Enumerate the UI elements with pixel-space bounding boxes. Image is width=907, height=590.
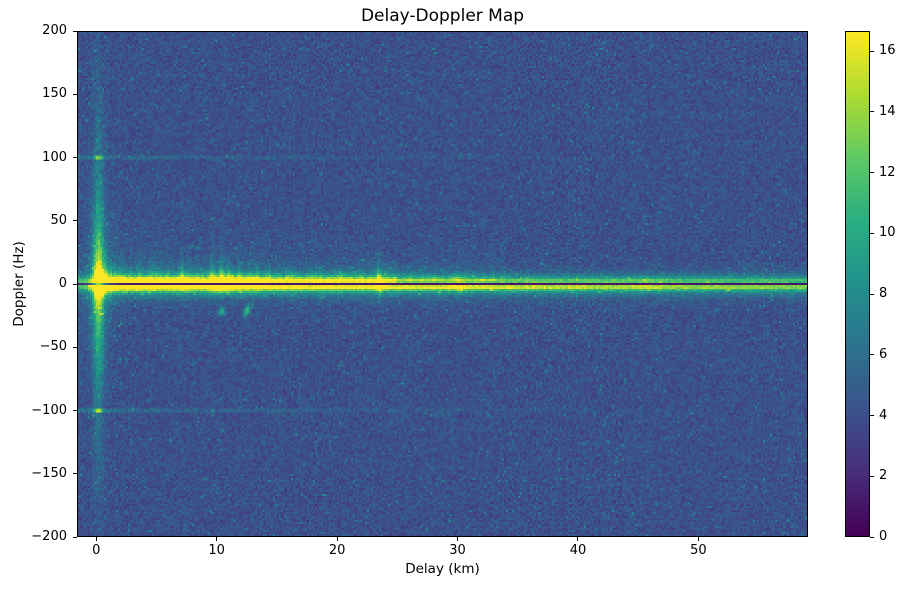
x-axis-label: Delay (km)	[405, 561, 480, 577]
x-tick-label: 0	[92, 543, 101, 558]
y-tick-mark	[73, 93, 77, 95]
colorbar-tick-label: 10	[879, 225, 896, 241]
colorbar-tick-mark	[870, 232, 874, 234]
x-tick-mark	[697, 537, 699, 541]
plot-area	[77, 31, 808, 537]
chart-title: Delay-Doppler Map	[360, 6, 525, 26]
colorbar-tick-mark	[870, 293, 874, 295]
y-tick-label: 200	[42, 23, 67, 38]
x-tick-mark	[577, 537, 579, 541]
y-tick-mark	[73, 410, 77, 411]
y-tick-mark	[73, 473, 77, 475]
colorbar-tick-label: 4	[879, 407, 888, 423]
colorbar-tick-mark	[870, 536, 874, 538]
colorbar	[845, 31, 870, 537]
colorbar-tick-label: 16	[879, 43, 896, 59]
colorbar-tick-mark	[870, 475, 874, 477]
colorbar-tick-mark	[870, 415, 874, 416]
colorbar-tick-label: 8	[879, 286, 888, 302]
y-tick-label: 0	[58, 276, 67, 291]
colorbar-gradient	[846, 32, 869, 536]
y-tick-mark	[73, 157, 77, 158]
y-tick-label: −50	[39, 339, 67, 355]
y-tick-mark	[73, 220, 77, 222]
y-tick-mark	[73, 283, 77, 285]
y-tick-label: 100	[42, 149, 67, 165]
y-tick-mark	[73, 30, 77, 32]
colorbar-tick-label: 0	[879, 529, 888, 544]
colorbar-tick-label: 2	[879, 468, 888, 484]
x-tick-mark	[95, 537, 97, 541]
x-tick-label: 30	[449, 543, 466, 558]
colorbar-tick-mark	[870, 111, 874, 113]
x-tick-label: 10	[208, 543, 225, 558]
y-tick-label: 150	[42, 86, 67, 102]
y-tick-label: −150	[31, 465, 67, 481]
delay-doppler-heatmap	[78, 32, 807, 536]
x-tick-label: 50	[690, 543, 707, 558]
colorbar-tick-label: 14	[879, 103, 896, 119]
colorbar-tick-mark	[870, 50, 874, 52]
x-tick-label: 20	[328, 543, 346, 558]
colorbar-tick-mark	[870, 354, 874, 356]
x-tick-mark	[336, 537, 338, 541]
x-tick-mark	[216, 537, 218, 541]
colorbar-tick-label: 6	[879, 346, 888, 362]
y-tick-mark	[73, 346, 77, 348]
y-tick-mark	[73, 536, 77, 538]
y-tick-label: −200	[31, 529, 67, 544]
colorbar-tick-mark	[870, 172, 874, 174]
colorbar-tick-label: 12	[879, 164, 896, 180]
y-tick-label: 50	[50, 212, 67, 228]
x-tick-mark	[457, 537, 459, 541]
x-tick-label: 40	[569, 543, 587, 558]
y-tick-label: −100	[31, 402, 67, 418]
